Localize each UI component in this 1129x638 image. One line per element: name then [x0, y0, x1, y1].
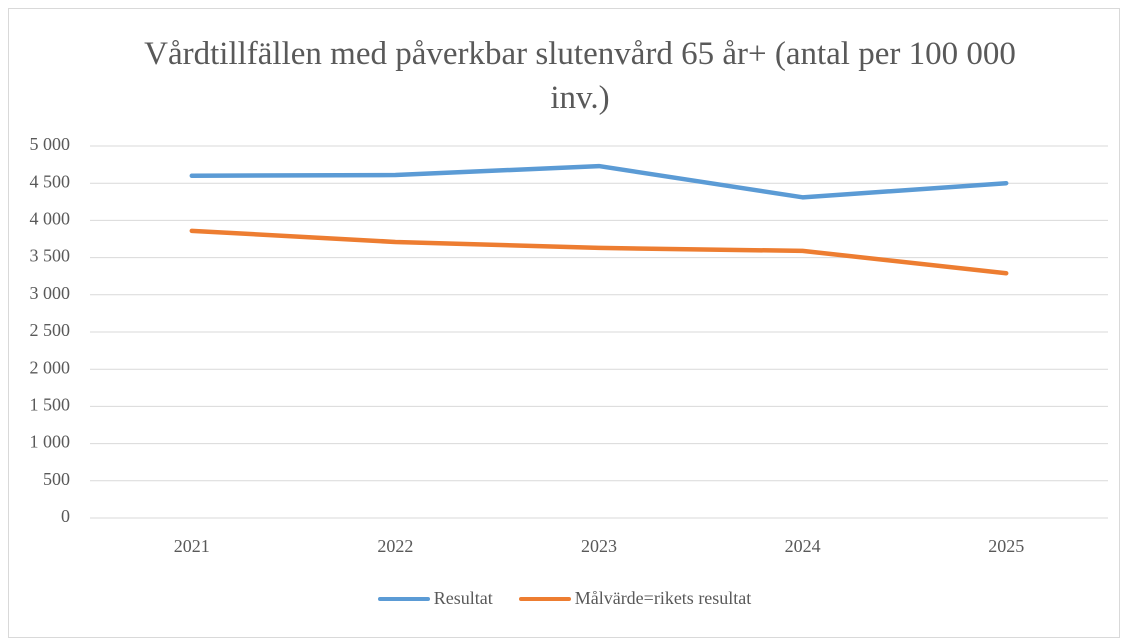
y-tick-label: 4 500	[30, 171, 71, 191]
y-tick-label: 3 000	[30, 283, 71, 303]
y-tick-label: 2 000	[30, 357, 71, 377]
y-tick-label: 3 500	[30, 246, 71, 266]
y-tick-label: 1 000	[30, 432, 71, 452]
legend: Resultat Målvärde=rikets resultat	[0, 588, 1129, 609]
x-tick-label: 2021	[174, 536, 210, 556]
legend-swatch	[518, 596, 571, 601]
legend-label: Resultat	[433, 588, 493, 608]
page: Vårdtillfällen med påverkbar slutenvård …	[0, 8, 1129, 638]
y-tick-label: 1 500	[30, 395, 71, 415]
y-tick-label: 5 000	[30, 134, 71, 154]
x-tick-label: 2022	[377, 536, 413, 556]
y-tick-label: 500	[43, 469, 70, 489]
legend-label: Målvärde=rikets resultat	[574, 588, 752, 608]
chart: 0 500 1 000 1 500 2 000 2 500 3 000 3 500 4 000 4…	[30, 134, 1108, 556]
series-line	[189, 163, 1009, 200]
legend-item: Resultat	[377, 588, 493, 609]
x-tick-label: 2025	[988, 536, 1024, 556]
x-tick-label: 2024	[785, 536, 821, 556]
chart-title: Vårdtillfällen med påverkbar slutenvård …	[144, 36, 1016, 116]
y-tick-label: 4 000	[30, 209, 71, 229]
x-tick-label: 2023	[581, 536, 617, 556]
series-line	[189, 228, 1009, 276]
y-tick-label: 2 500	[30, 320, 71, 340]
y-tick-label: 0	[61, 506, 70, 526]
legend-swatch	[377, 596, 430, 601]
legend-item: Målvärde=rikets resultat	[518, 588, 752, 609]
